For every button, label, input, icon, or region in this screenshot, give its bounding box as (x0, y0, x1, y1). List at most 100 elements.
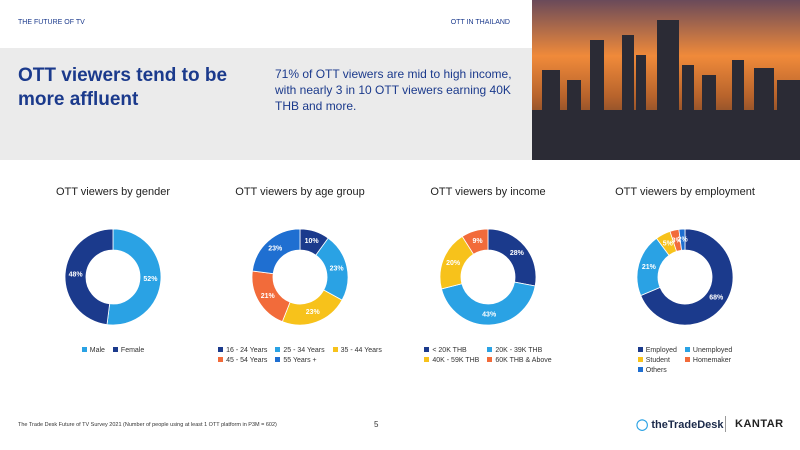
chart: OTT viewers by employment 68% 21% 5% 3% 2% Emp… (590, 185, 780, 374)
legend-label: Employed (645, 347, 677, 354)
legend: < 20K THB 20K - 39K THB 40K - 59K THB 60K T… (393, 347, 583, 364)
legend-label: 16 - 24 Years (226, 347, 268, 354)
legend-swatch (637, 357, 643, 362)
legend-swatch (487, 357, 493, 362)
legend-item: 55 Years + (275, 357, 324, 364)
data-label: 5% (663, 241, 674, 248)
chart: OTT viewers by age group 10% 23% 23% 21% 23% 1… (205, 185, 395, 364)
legend-item: 35 - 44 Years (332, 347, 382, 354)
data-label: 23% (306, 309, 321, 316)
headline: OTT viewers tend to be more affluent (18, 65, 228, 110)
donut-chart: 10% 23% 23% 21% 23% (251, 228, 349, 326)
donut-slice (64, 228, 114, 326)
section-label: THE FUTURE OF TV (18, 19, 85, 26)
city-image (532, 0, 800, 160)
legend-swatch (424, 357, 430, 362)
legend-item: Homemaker (684, 357, 732, 364)
legend-label: 35 - 44 Years (340, 347, 382, 354)
legend-item: Student (637, 357, 677, 364)
legend-label: Student (645, 357, 670, 364)
legend-label: 25 - 34 Years (283, 347, 325, 354)
legend-label: Others (645, 367, 667, 374)
donut-slice (106, 228, 162, 326)
donut-chart: 52% 48% (64, 228, 162, 326)
legend-item: < 20K THB (424, 347, 479, 354)
legend-swatch (81, 347, 87, 352)
chart-title: OTT viewers by gender (55, 186, 171, 198)
legend-swatch (637, 347, 643, 352)
donut-slice (281, 289, 343, 326)
topic-label: OTT IN THAILAND (450, 19, 510, 26)
legend-swatch (424, 347, 430, 352)
legend-swatch (218, 357, 224, 362)
legend-swatch (275, 357, 281, 362)
chart-title: OTT viewers by income (430, 186, 546, 198)
legend-swatch (487, 347, 493, 352)
legend-label: 20K - 39K THB (495, 347, 543, 354)
data-label: 48% (69, 271, 84, 278)
legend-swatch (637, 367, 643, 372)
logo-text: theTradeDesk (651, 419, 724, 431)
legend-item: 60K THB & Above (487, 357, 552, 364)
divider (725, 416, 726, 432)
legend-label: Unemployed (692, 347, 733, 354)
legend-item: 45 - 54 Years (218, 357, 267, 364)
legend: 16 - 24 Years 25 - 34 Years 35 - 44 Years 4… (205, 347, 395, 364)
data-label: 28% (510, 250, 525, 257)
donut-chart: 28% 43% 20% 9% (439, 228, 537, 326)
data-label: 9% (472, 238, 483, 245)
legend-item: Others (637, 367, 677, 374)
legend-label: 45 - 54 Years (226, 357, 268, 364)
data-label: 20% (446, 260, 461, 267)
data-label: 43% (482, 311, 497, 318)
legend-item: Female (112, 347, 145, 354)
header-band (0, 48, 532, 160)
legend-label: Homemaker (692, 357, 732, 364)
donut-slice (441, 281, 536, 326)
legend-label: 40K - 59K THB (432, 357, 480, 364)
logo-tradedesk: ◯ theTradeDesk (636, 419, 724, 431)
donut-slice (487, 228, 537, 287)
legend-item: Male (81, 347, 105, 354)
legend-swatch (684, 347, 690, 352)
legend: Employed Unemployed Student Homemaker Others (590, 347, 780, 374)
legend-item: 20K - 39K THB (487, 347, 551, 354)
data-label: 68% (709, 295, 724, 302)
data-label: 3% (672, 237, 683, 244)
page-number: 5 (374, 420, 379, 429)
donut-slice (251, 228, 301, 275)
legend-label: Female (120, 347, 145, 354)
data-label: 10% (305, 238, 320, 245)
legend-swatch (684, 357, 690, 362)
chart-title: OTT viewers by employment (615, 186, 755, 198)
legend-label: Male (89, 347, 105, 354)
source-note: The Trade Desk Future of TV Survey 2021 … (18, 422, 277, 428)
data-label: 21% (642, 264, 657, 271)
legend-item: Employed (637, 347, 677, 354)
summary: 71% of OTT viewers are mid to high incom… (275, 67, 512, 113)
chart: OTT viewers by income 28% 43% 20% 9% < 20K TH… (393, 185, 583, 364)
donut-chart: 68% 21% 5%3%2% (636, 228, 734, 326)
chart: OTT viewers by gender 52% 48% Male Female (18, 185, 208, 354)
legend-label: 60K THB & Above (495, 357, 552, 364)
legend-swatch (332, 347, 338, 352)
legend: Male Female (18, 347, 208, 354)
data-label: 2% (678, 236, 689, 243)
data-label: 21% (261, 293, 276, 300)
donut-slice (678, 228, 686, 251)
legend-item: 16 - 24 Years (218, 347, 267, 354)
data-label: 52% (143, 276, 158, 283)
data-label: 23% (330, 266, 345, 273)
legend-swatch (218, 347, 224, 352)
legend-swatch (275, 347, 281, 352)
data-label: 23% (268, 246, 283, 253)
logo-kantar: KANTAR (735, 418, 784, 430)
chart-title: OTT viewers by age group (235, 186, 365, 198)
legend-item: 25 - 34 Years (275, 347, 325, 354)
legend-item: 40K - 59K THB (424, 357, 479, 364)
legend-item: Unemployed (684, 347, 733, 354)
donut-slice (640, 228, 734, 326)
legend-label: 55 Years + (283, 357, 317, 364)
donut-slice (461, 228, 489, 255)
